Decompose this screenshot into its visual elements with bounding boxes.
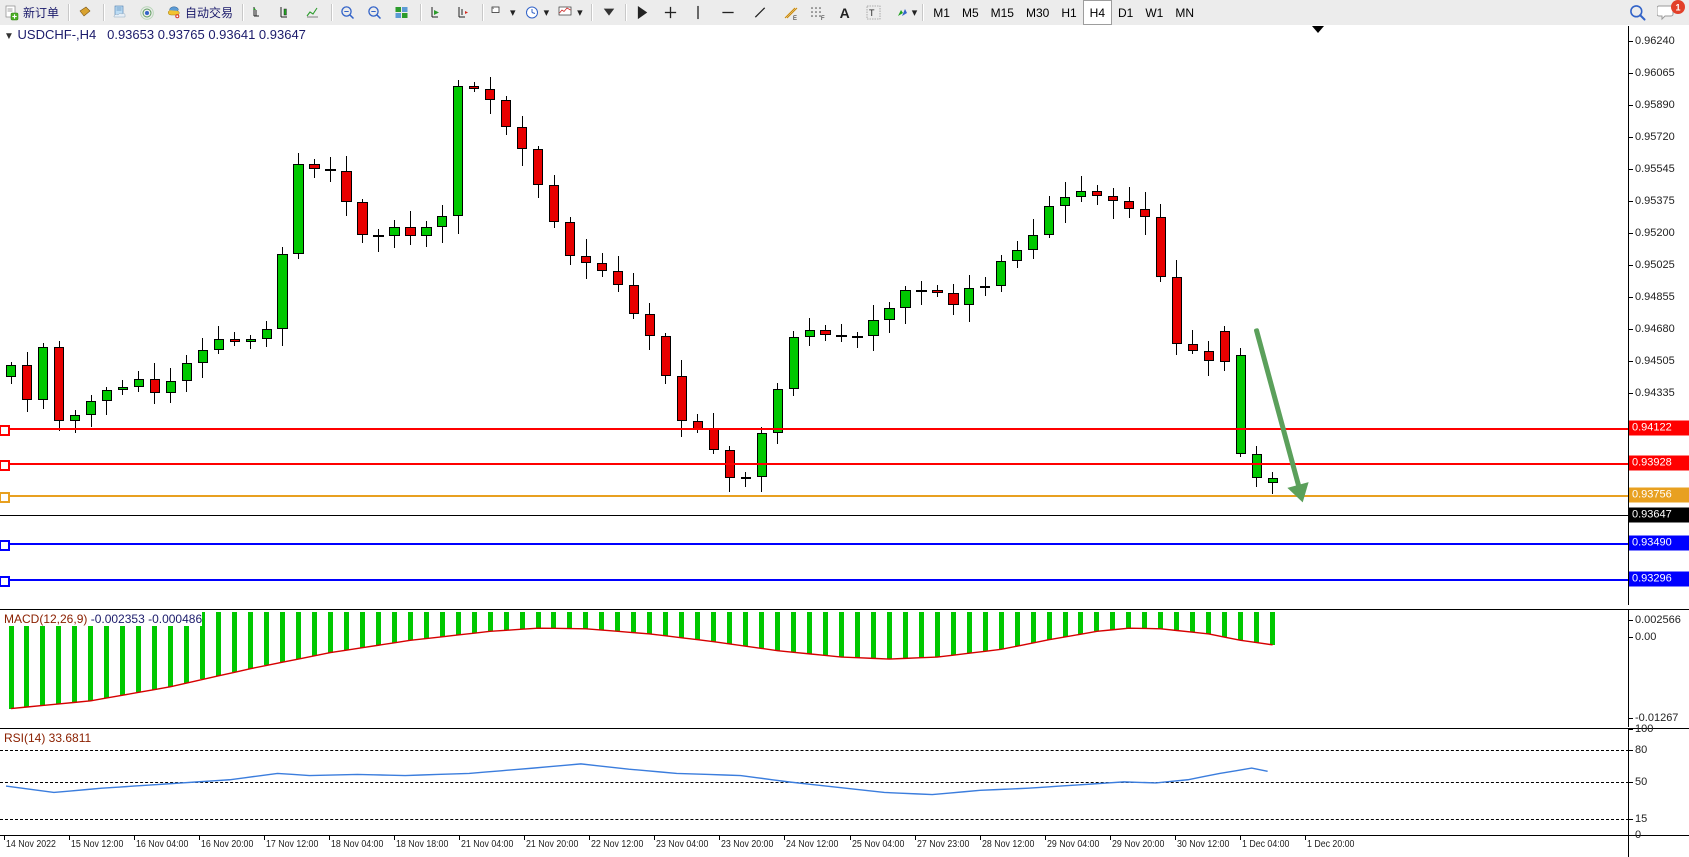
svg-text:F: F: [821, 16, 825, 21]
svg-text:E: E: [793, 16, 797, 21]
svg-text:T: T: [869, 8, 875, 18]
svg-text:1: 1: [1675, 2, 1680, 12]
